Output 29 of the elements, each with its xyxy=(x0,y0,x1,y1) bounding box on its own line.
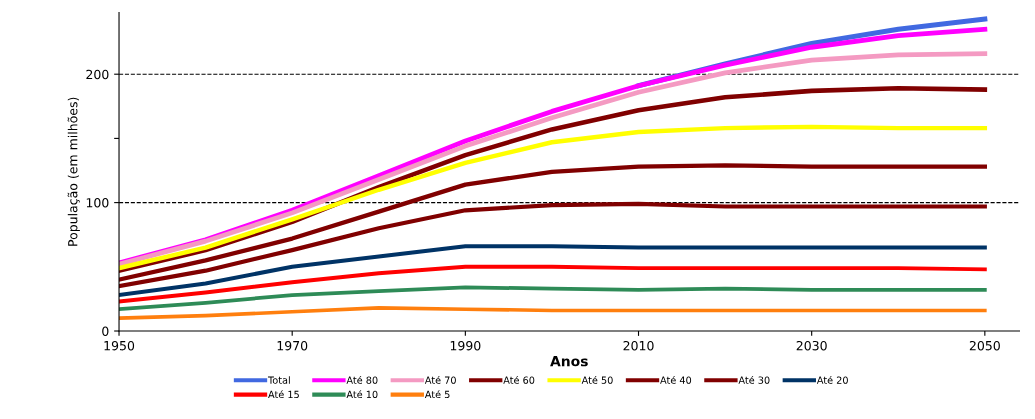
x-tick-label: 1970 xyxy=(277,340,308,351)
legend-label: Até 15 xyxy=(268,390,299,399)
y-axis-title: População (em milhões) xyxy=(67,97,80,246)
y-tick-label: 200 xyxy=(86,69,109,80)
legend-label: Total xyxy=(267,376,290,384)
legend-label: Até 10 xyxy=(346,390,378,399)
y-tick-label: 100 xyxy=(86,198,109,208)
line-series xyxy=(119,201,987,289)
legend-label: Até 20 xyxy=(816,375,848,384)
legend-label: Até 70 xyxy=(424,375,456,384)
legend-label: Até 40 xyxy=(660,375,692,384)
legend-label: Até 30 xyxy=(738,375,770,384)
y-tick-label: 0 xyxy=(102,326,109,336)
x-tick-label: 1950 xyxy=(104,340,135,351)
line-series xyxy=(119,264,987,304)
legend-label: Até 80 xyxy=(346,375,378,384)
line-series xyxy=(119,306,987,320)
line-series xyxy=(119,244,987,298)
x-tick-label: 1990 xyxy=(450,340,481,351)
line-series xyxy=(119,163,987,282)
legend-label: Até 5 xyxy=(424,390,450,399)
x-tick-label: 2050 xyxy=(969,340,1000,351)
x-tick-label: 2010 xyxy=(623,340,654,351)
legend-label: Até 60 xyxy=(503,375,535,384)
line-series xyxy=(119,124,988,271)
line-series xyxy=(119,285,987,312)
legend-label: Até 50 xyxy=(581,375,613,384)
x-tick-label: 2030 xyxy=(796,340,827,351)
x-axis-title: Anos xyxy=(550,356,588,367)
